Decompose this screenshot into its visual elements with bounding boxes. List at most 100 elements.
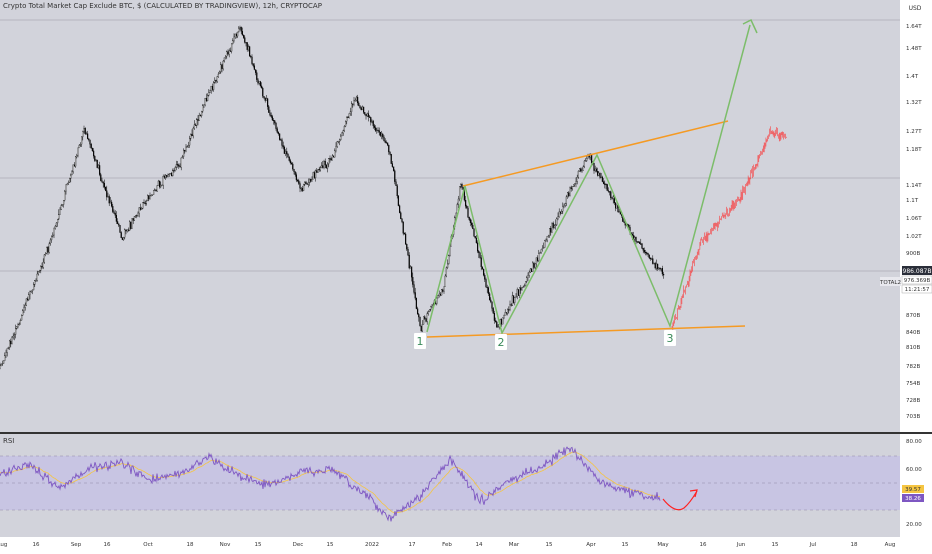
candle-body — [162, 185, 163, 186]
candle-body — [153, 190, 154, 195]
candle-body — [583, 167, 584, 170]
candle-body — [38, 271, 39, 274]
candle-body — [261, 86, 262, 88]
candle-body — [16, 327, 17, 329]
candle-body — [542, 248, 543, 250]
candle-body — [2, 364, 3, 365]
candle-body — [236, 34, 237, 36]
candle-body — [405, 234, 406, 244]
candle-body — [492, 302, 493, 309]
candle-body — [217, 77, 218, 82]
candle-body — [240, 27, 241, 28]
time-tick-label: 15 — [772, 542, 779, 548]
candle-body — [336, 146, 337, 150]
candle-body — [271, 115, 272, 116]
candle-body — [370, 117, 371, 122]
candle-body — [402, 219, 403, 222]
candle-body — [116, 215, 117, 221]
candle-body — [168, 175, 169, 177]
candle-body — [135, 216, 136, 217]
candle-body — [549, 228, 550, 236]
candle-body — [127, 230, 128, 231]
candle-body — [548, 236, 549, 237]
candle-body — [286, 151, 287, 154]
candle-body — [22, 311, 23, 316]
candle-body — [338, 141, 339, 142]
candle-body — [358, 103, 359, 106]
candle-body — [382, 134, 383, 137]
candle-body — [418, 314, 419, 317]
candle-body — [262, 88, 263, 96]
candle-body — [530, 269, 531, 272]
candle-body — [538, 254, 539, 261]
candle-body — [361, 108, 362, 110]
candle-body — [258, 80, 259, 83]
price-tick-label: 1.06T — [906, 216, 922, 222]
candle-body — [648, 253, 649, 255]
time-tick-label: 15 — [546, 542, 553, 548]
candle-body — [320, 168, 321, 170]
candle-body — [367, 114, 368, 116]
time-tick-label: Sep — [71, 542, 82, 548]
candle-body — [190, 134, 191, 138]
rsi-value-badge-yellow: 39.57 — [902, 485, 924, 493]
candle-body — [200, 115, 201, 116]
price-tick-label: 900B — [906, 251, 920, 257]
current-price-text: 986.087B — [903, 268, 932, 275]
candle-body — [84, 128, 85, 131]
candle-body — [349, 114, 350, 118]
candle-body — [266, 99, 267, 101]
price-tick-label: 1.32T — [906, 100, 922, 106]
candle-body — [49, 244, 50, 252]
candle-body — [412, 277, 413, 284]
candle-body — [644, 250, 645, 252]
candle-body — [172, 170, 173, 176]
candle-body — [660, 268, 661, 269]
candle-body — [550, 228, 551, 232]
candle-body — [475, 236, 476, 238]
candle-body — [211, 86, 212, 90]
candle-body — [133, 219, 134, 221]
candle-body — [556, 219, 557, 225]
candle-body — [580, 169, 581, 171]
candle-body — [610, 192, 611, 198]
candle-body — [270, 113, 271, 116]
candle-body — [306, 182, 307, 184]
resistance-trendline[interactable] — [463, 121, 728, 186]
candle-body — [502, 318, 503, 324]
support-trendline[interactable] — [427, 326, 745, 337]
candle-body — [76, 155, 77, 156]
candle-body — [481, 258, 482, 267]
candle-body — [242, 31, 243, 35]
candle-body — [657, 264, 658, 269]
candle-body — [109, 196, 110, 203]
candle-body — [576, 181, 577, 183]
candle-body — [115, 213, 116, 215]
candle-body — [604, 184, 605, 185]
candle-body — [106, 191, 107, 197]
point-label-2[interactable]: 2 — [495, 334, 507, 350]
candle-body — [609, 191, 610, 192]
time-tick-label: 16 — [700, 542, 707, 548]
candle-body — [532, 263, 533, 272]
point-label-3[interactable]: 3 — [664, 330, 676, 346]
candle-body — [259, 82, 260, 84]
zigzag-path[interactable] — [427, 25, 750, 333]
candle-body — [237, 32, 238, 36]
candle-body — [352, 104, 353, 105]
candle-body — [99, 165, 100, 174]
candle-body — [483, 269, 484, 275]
candle-body — [637, 241, 638, 242]
candle-body — [63, 200, 64, 204]
candle-body — [458, 199, 459, 205]
candle-body — [564, 205, 565, 206]
point-label-1[interactable]: 1 — [414, 333, 426, 349]
candle-body — [334, 151, 335, 157]
candle-body — [438, 296, 439, 298]
candle-body — [655, 263, 656, 268]
candle-body — [608, 191, 609, 192]
candle-body — [250, 56, 251, 57]
candle-body — [182, 157, 183, 158]
candle-body — [498, 327, 499, 328]
